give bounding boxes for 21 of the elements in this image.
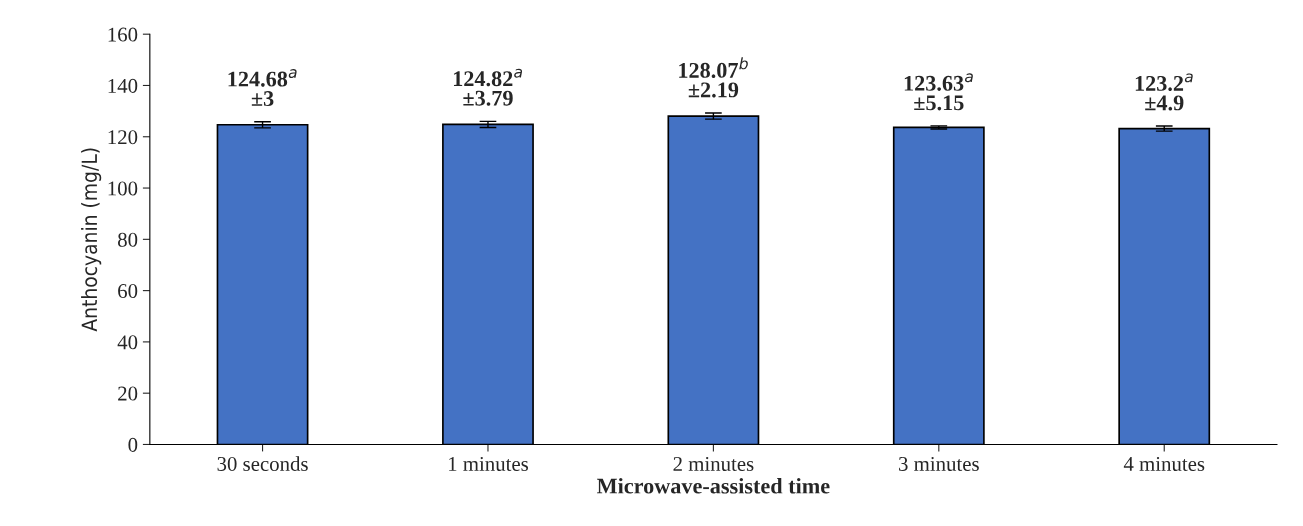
x-tick-label: 2 minutes (673, 456, 754, 471)
y-tick-label: 100 (108, 181, 138, 196)
y-tick-label: 140 (108, 78, 138, 93)
x-tick-label: 3 minutes (899, 456, 979, 471)
y-tick-label: 80 (118, 232, 138, 247)
y-tick-label: 20 (118, 386, 138, 401)
x-tick-label: 1 minutes (449, 456, 529, 471)
data-label: 128.07$^{b}$ ±2.19 (679, 57, 748, 98)
y-tick-label: 120 (108, 130, 138, 145)
y-tick-label: 160 (108, 27, 138, 42)
x-tick-label: 4 minutes (1123, 456, 1205, 471)
y-axis-title: Anthocyanin (mg/L) (81, 148, 102, 332)
x-axis-title: Microwave-assisted time (597, 477, 830, 494)
y-tick-label: 40 (117, 335, 138, 350)
data-label: 123.2$^{a}$ ±4.9 (1135, 73, 1193, 111)
data-label: 124.82$^{a}$ ±3.79 (453, 68, 523, 106)
text: 124.68$^{a}$ ±3 (228, 69, 297, 107)
x-tick-label: 30 seconds (217, 456, 308, 471)
y-tick-label: 0 (128, 437, 138, 452)
y-tick-label: 60 (118, 283, 138, 299)
data-label: 123.63$^{a}$ ±5.15 (904, 73, 973, 111)
